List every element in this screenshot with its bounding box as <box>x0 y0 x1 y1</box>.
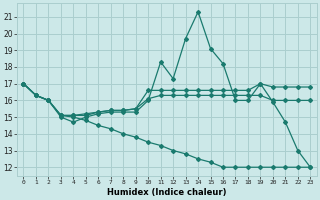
X-axis label: Humidex (Indice chaleur): Humidex (Indice chaleur) <box>107 188 227 197</box>
